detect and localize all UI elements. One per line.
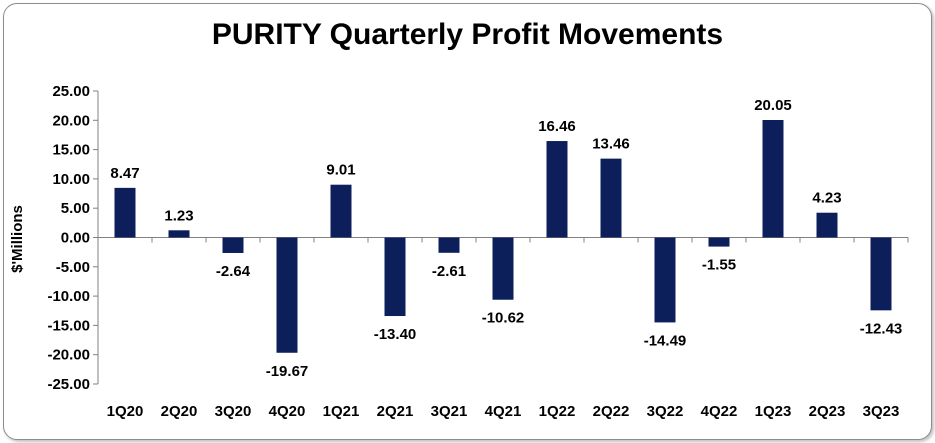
x-tick-label: 1Q23 <box>755 403 792 420</box>
bar-2q23 <box>816 212 838 238</box>
x-tick-label: 3Q22 <box>647 403 684 420</box>
chart-title: PURITY Quarterly Profit Movements <box>211 18 724 51</box>
data-label: -1.55 <box>702 257 736 274</box>
y-tick-label: 25.00 <box>52 83 90 100</box>
data-label: 13.46 <box>592 136 630 153</box>
bar-1q22 <box>546 141 568 238</box>
y-tick-label: -20.00 <box>47 347 90 364</box>
data-label: -2.64 <box>216 263 251 280</box>
x-tick-label: 2Q22 <box>593 403 630 420</box>
data-label: -10.62 <box>482 310 525 327</box>
bar-1q21 <box>330 184 352 238</box>
data-label: 16.46 <box>538 118 576 135</box>
x-tick-label: 1Q22 <box>539 403 576 420</box>
bar-4q21 <box>492 237 514 300</box>
bar-2q22 <box>600 158 622 238</box>
x-tick-label: 4Q21 <box>485 403 522 420</box>
y-tick-label: 15.00 <box>52 142 90 159</box>
bar-3q23 <box>870 237 892 311</box>
y-tick-label: -15.00 <box>47 317 90 334</box>
bar-1q20 <box>114 187 136 238</box>
x-tick-label: 3Q21 <box>431 403 468 420</box>
x-tick-label: 3Q20 <box>215 403 252 420</box>
y-tick-label: -5.00 <box>56 259 90 276</box>
data-label: -2.61 <box>432 263 466 280</box>
data-labels: 8.47 1.23 -2.64 -19.67 9.01 -13.40 -2.61 -10.62… <box>110 97 902 380</box>
data-label: -14.49 <box>644 332 687 349</box>
y-tick-label: 10.00 <box>52 171 90 188</box>
data-label: 8.47 <box>110 165 139 182</box>
y-tick-label: 20.00 <box>52 112 90 129</box>
x-tick-label: 2Q21 <box>377 403 414 420</box>
data-label: 1.23 <box>164 207 193 224</box>
data-label: -19.67 <box>266 363 309 380</box>
y-tick-labels: 25.00 20.00 15.00 10.00 5.00 0.00 -5.00 -10.00 -… <box>47 83 90 393</box>
x-tick-labels: 1Q20 2Q20 3Q20 4Q20 1Q21 2Q21 3Q21 4Q21 1Q22 2Q22… <box>107 403 900 420</box>
bar-3q22 <box>654 237 676 323</box>
y-tick-label: -25.00 <box>47 376 90 393</box>
y-tick-label: 0.00 <box>61 230 90 247</box>
y-tick-label: 5.00 <box>61 200 90 217</box>
bar-4q20 <box>276 237 298 353</box>
data-label: 20.05 <box>754 97 792 114</box>
x-tick-label: 2Q20 <box>161 403 198 420</box>
y-axis-label: $'Millions <box>9 205 26 273</box>
x-tick-label: 1Q20 <box>107 403 144 420</box>
data-label: 4.23 <box>812 190 841 207</box>
x-tick-label: 3Q23 <box>863 403 900 420</box>
bar-3q21 <box>438 237 460 253</box>
y-tick-label: -10.00 <box>47 288 90 305</box>
data-label: -12.43 <box>860 320 903 337</box>
bar-2q21 <box>384 237 406 317</box>
data-label: -13.40 <box>374 326 417 343</box>
bars <box>114 120 892 353</box>
x-tick-label: 4Q22 <box>701 403 738 420</box>
x-tick-label: 1Q21 <box>323 403 360 420</box>
bar-4q22 <box>708 237 730 247</box>
bar-3q20 <box>222 237 244 253</box>
x-tick-label: 2Q23 <box>809 403 846 420</box>
bar-2q20 <box>168 230 190 238</box>
data-label: 9.01 <box>326 162 355 179</box>
x-tick-label: 4Q20 <box>269 403 306 420</box>
bar-1q23 <box>762 120 784 238</box>
